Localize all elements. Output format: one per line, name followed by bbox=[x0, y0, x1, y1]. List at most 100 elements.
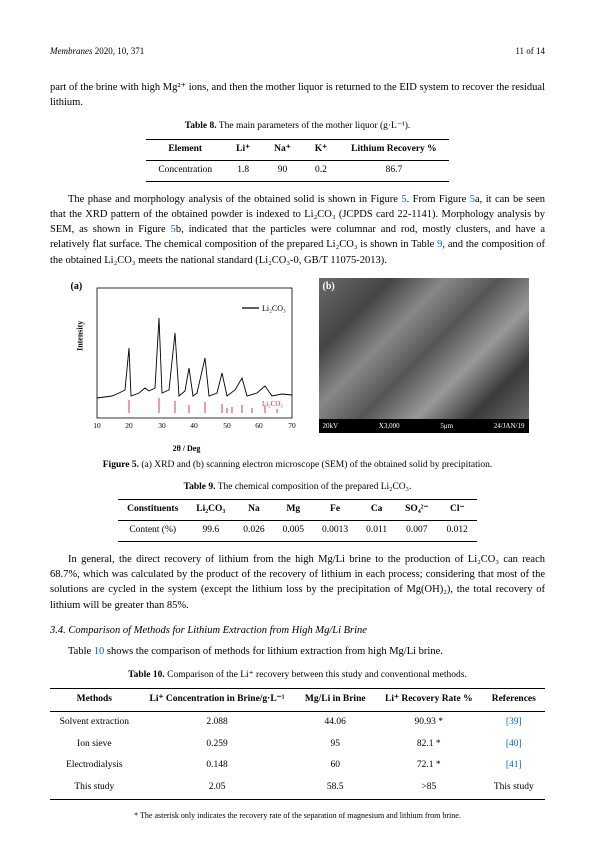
table-row: Methods Li⁺ Concentration in Brine/g·L⁻¹… bbox=[50, 689, 545, 712]
td: [39] bbox=[483, 711, 545, 733]
td: 90 bbox=[262, 161, 303, 182]
table9: Constituents Li₂CO₃ Na Mg Fe Ca SO₄²⁻ Cl… bbox=[118, 499, 477, 542]
td: 0.011 bbox=[357, 521, 396, 542]
th: Methods bbox=[50, 689, 139, 712]
panel-label-b: (b) bbox=[323, 280, 335, 295]
th: K⁺ bbox=[303, 140, 339, 161]
table-row: Element Li⁺ Na⁺ K⁺ Lithium Recovery % bbox=[146, 140, 448, 161]
page-number: 11 of 14 bbox=[515, 45, 545, 58]
th: Li⁺ bbox=[224, 140, 262, 161]
td: Electrodialysis bbox=[50, 755, 139, 777]
para-phase: The phase and morphology analysis of the… bbox=[50, 192, 545, 268]
td: 2.05 bbox=[139, 777, 296, 799]
table8: Element Li⁺ Na⁺ K⁺ Lithium Recovery % Co… bbox=[146, 139, 448, 182]
xrd-chart: Li₂CO₃ Li₂CO₃ 102030 40506070 bbox=[67, 278, 307, 438]
svg-text:70: 70 bbox=[288, 421, 296, 430]
td: Solvent extraction bbox=[50, 711, 139, 733]
journal-vol: , 10, 371 bbox=[113, 46, 145, 56]
td: 99.6 bbox=[187, 521, 234, 542]
table9-caption-text: The chemical composition of the prepared… bbox=[215, 482, 411, 492]
table8-caption-bold: Table 8. bbox=[185, 121, 217, 131]
section-3-4: 3.4. Comparison of Methods for Lithium E… bbox=[50, 623, 545, 638]
table10-caption-text: Comparison of the Li⁺ recovery between t… bbox=[165, 670, 467, 680]
text: The phase and morphology analysis of the… bbox=[68, 194, 401, 205]
td: 0.0013 bbox=[313, 521, 357, 542]
td: 2.088 bbox=[139, 711, 296, 733]
table9-caption-bold: Table 9. bbox=[184, 482, 216, 492]
td: [40] bbox=[483, 734, 545, 756]
td: Concentration bbox=[146, 161, 224, 182]
figure5: (a) Intensity Li₂CO₃ Li₂CO₃ 102030 40506… bbox=[50, 278, 545, 453]
para-top: part of the brine with high Mg²⁺ ions, a… bbox=[50, 80, 545, 110]
td: 0.148 bbox=[139, 755, 296, 777]
journal-year: 2020 bbox=[95, 46, 113, 56]
td: Content (%) bbox=[118, 521, 187, 542]
text: . From Figure bbox=[407, 194, 470, 205]
td: Ion sieve bbox=[50, 734, 139, 756]
th: Li⁺ Recovery Rate % bbox=[375, 689, 483, 712]
td: [41] bbox=[483, 755, 545, 777]
fig5-caption-bold: Figure 5. bbox=[103, 460, 139, 470]
figure5-panel-b: (b) 20kV X3,000 5μm 24/JAN/19 bbox=[319, 278, 529, 433]
panel-label-a: (a) bbox=[71, 280, 83, 295]
table10-footnote: * The asterisk only indicates the recove… bbox=[50, 810, 545, 822]
td: This study bbox=[483, 777, 545, 799]
figure5-panel-a: (a) Intensity Li₂CO₃ Li₂CO₃ 102030 40506… bbox=[67, 278, 307, 453]
td: 0.007 bbox=[396, 521, 437, 542]
table8-caption-text: The main parameters of the mother liquor… bbox=[217, 121, 411, 131]
para-general: In general, the direct recovery of lithi… bbox=[50, 552, 545, 613]
svg-text:40: 40 bbox=[190, 421, 198, 430]
td: 58.5 bbox=[295, 777, 375, 799]
para-table10-intro: Table 10 shows the comparison of methods… bbox=[50, 644, 545, 659]
x-axis-label: 2θ / Deg bbox=[173, 443, 201, 455]
table10: Methods Li⁺ Concentration in Brine/g·L⁻¹… bbox=[50, 688, 545, 800]
svg-text:20: 20 bbox=[125, 421, 133, 430]
sem-mag: X3,000 bbox=[379, 421, 400, 431]
th: Ca bbox=[357, 500, 396, 521]
td: 0.012 bbox=[438, 521, 477, 542]
td: 44.06 bbox=[295, 711, 375, 733]
td: 86.7 bbox=[339, 161, 449, 182]
td: 0.2 bbox=[303, 161, 339, 182]
th: Constituents bbox=[118, 500, 187, 521]
legend-text-2: Li₂CO₃ bbox=[262, 400, 283, 408]
table-row: This study 2.05 58.5 >85 This study bbox=[50, 777, 545, 799]
td: 0.259 bbox=[139, 734, 296, 756]
table10-caption-bold: Table 10. bbox=[128, 670, 165, 680]
table9-caption: Table 9. The chemical composition of the… bbox=[50, 481, 545, 495]
td: 90.93 * bbox=[375, 711, 483, 733]
th: Na bbox=[234, 500, 273, 521]
th: Li⁺ Concentration in Brine/g·L⁻¹ bbox=[139, 689, 296, 712]
ref-link[interactable]: [39] bbox=[506, 717, 522, 727]
table-row: Ion sieve 0.259 95 82.1 * [40] bbox=[50, 734, 545, 756]
th: Mg bbox=[274, 500, 313, 521]
th: Lithium Recovery % bbox=[339, 140, 449, 161]
svg-text:30: 30 bbox=[158, 421, 166, 430]
table10-caption: Table 10. Comparison of the Li⁺ recovery… bbox=[50, 669, 545, 683]
legend-text-1: Li₂CO₃ bbox=[262, 304, 286, 313]
th: Element bbox=[146, 140, 224, 161]
th: SO₄²⁻ bbox=[396, 500, 437, 521]
ref-link[interactable]: [41] bbox=[506, 760, 522, 770]
th: Fe bbox=[313, 500, 357, 521]
tbl-link[interactable]: 10 bbox=[94, 646, 105, 657]
ref-link[interactable]: [40] bbox=[506, 739, 522, 749]
td: This study bbox=[50, 777, 139, 799]
td: 60 bbox=[295, 755, 375, 777]
table-row: Electrodialysis 0.148 60 72.1 * [41] bbox=[50, 755, 545, 777]
table8-caption: Table 8. The main parameters of the moth… bbox=[50, 120, 545, 134]
td: 72.1 * bbox=[375, 755, 483, 777]
td: 95 bbox=[295, 734, 375, 756]
table-row: Content (%) 99.6 0.026 0.005 0.0013 0.01… bbox=[118, 521, 477, 542]
svg-text:60: 60 bbox=[255, 421, 263, 430]
y-axis-label: Intensity bbox=[74, 321, 86, 351]
fig5-caption-text: (a) XRD and (b) scanning electron micros… bbox=[139, 460, 492, 470]
sem-kv: 20kV bbox=[323, 421, 339, 431]
td: 82.1 * bbox=[375, 734, 483, 756]
svg-text:10: 10 bbox=[93, 421, 101, 430]
th: Cl⁻ bbox=[438, 500, 477, 521]
sem-info-bar: 20kV X3,000 5μm 24/JAN/19 bbox=[319, 419, 529, 433]
th: Na⁺ bbox=[262, 140, 303, 161]
sem-date: 24/JAN/19 bbox=[494, 421, 525, 431]
text: shows the comparison of methods for lith… bbox=[104, 646, 443, 657]
